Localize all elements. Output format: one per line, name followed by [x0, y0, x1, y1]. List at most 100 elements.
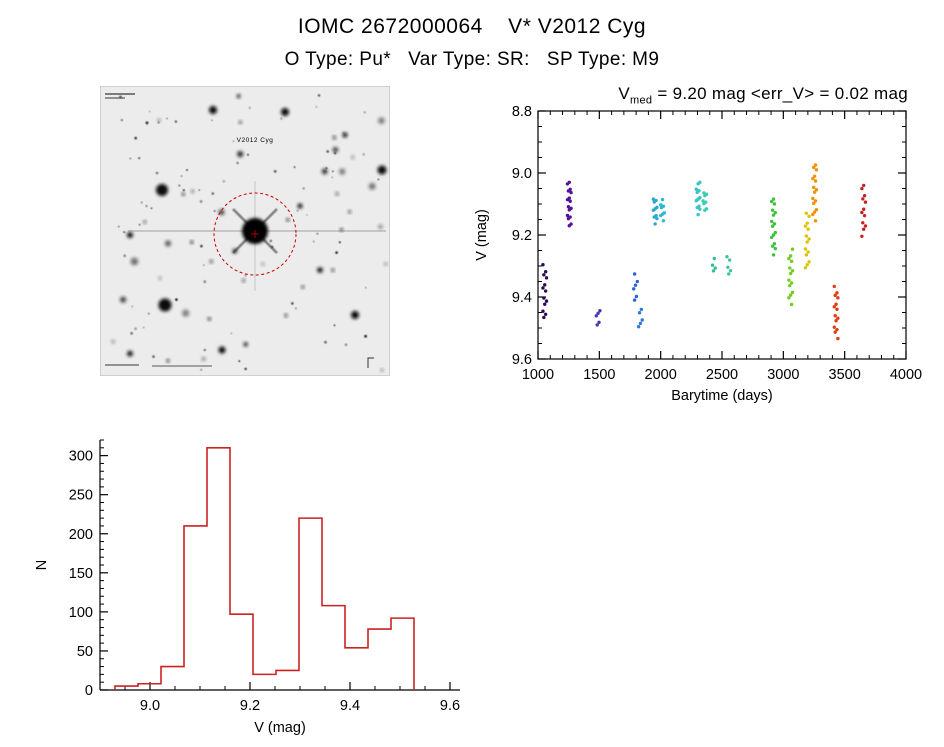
data-point [638, 321, 643, 326]
field-star [364, 334, 368, 338]
field-star [306, 214, 308, 216]
field-star [332, 146, 339, 153]
data-point [771, 197, 776, 201]
field-star [181, 192, 185, 196]
data-point [862, 213, 867, 218]
data-point [863, 224, 868, 228]
data-point [833, 330, 837, 334]
data-point [632, 298, 637, 302]
data-point [770, 219, 774, 224]
field-star [199, 200, 203, 203]
field-star [301, 285, 305, 289]
data-point [770, 208, 775, 212]
data-point [832, 284, 836, 289]
data-point [651, 208, 656, 212]
field-star [269, 239, 273, 243]
target-name-label: V2012 Cyg [237, 137, 274, 144]
field-star [222, 180, 225, 183]
data-point [637, 311, 642, 315]
data-point [771, 233, 776, 237]
data-point [860, 234, 864, 238]
data-point [836, 316, 840, 320]
data-point [640, 318, 644, 322]
data-point [543, 302, 547, 306]
data-point [771, 253, 776, 257]
data-point [812, 201, 816, 206]
data-point [787, 278, 791, 282]
data-point [861, 221, 865, 225]
data-point [595, 323, 599, 327]
field-star [145, 121, 149, 125]
field-star [134, 136, 137, 140]
field-star [143, 220, 147, 224]
field-star [190, 189, 195, 193]
field-star [134, 327, 137, 330]
scale-bar-mark [367, 357, 374, 368]
field-star [339, 168, 346, 175]
bright-field-star [218, 346, 226, 354]
data-point [773, 210, 778, 215]
data-point [861, 183, 866, 188]
field-star [111, 339, 115, 344]
data-point [652, 215, 656, 219]
data-point [770, 199, 774, 204]
data-point [804, 253, 809, 257]
data-point [543, 312, 548, 317]
data-point [701, 199, 705, 203]
data-point [632, 272, 637, 276]
x-axis-label: V (mag) [254, 720, 306, 736]
field-star [238, 120, 242, 124]
data-point [773, 230, 778, 235]
data-point [812, 185, 816, 190]
data-point [772, 222, 777, 226]
data-point [812, 174, 817, 178]
field-star [131, 305, 133, 308]
data-point [569, 190, 573, 195]
field-star [211, 192, 215, 195]
data-point [805, 221, 809, 225]
field-star [164, 240, 172, 247]
illegible-text-mark [105, 93, 135, 95]
field-star [302, 187, 305, 190]
field-star [248, 106, 251, 109]
data-point [811, 176, 815, 181]
histogram-steps [114, 447, 415, 690]
field-star [178, 184, 181, 187]
x-tick-label: 4000 [890, 367, 922, 383]
field-star [211, 119, 213, 122]
field-star [120, 296, 127, 303]
data-point [541, 263, 545, 267]
data-point [726, 265, 730, 269]
data-point [788, 283, 792, 288]
data-point [814, 168, 819, 172]
data-point [727, 258, 732, 262]
data-point [565, 213, 570, 218]
data-point [834, 319, 838, 323]
bright-field-star [297, 203, 303, 209]
field-star [209, 259, 213, 264]
data-point [860, 186, 864, 191]
data-point [566, 189, 571, 193]
data-point [544, 299, 549, 303]
field-star [155, 171, 159, 175]
data-point [814, 188, 819, 192]
field-star [244, 367, 247, 371]
data-point [770, 244, 775, 248]
field-star [232, 140, 235, 142]
field-star [180, 175, 183, 177]
field-star [363, 111, 366, 114]
field-star [186, 169, 188, 171]
data-point [771, 213, 776, 217]
data-point [659, 205, 664, 210]
data-point [832, 325, 836, 329]
field-star [207, 317, 211, 321]
data-point [703, 208, 707, 212]
field-star [331, 176, 333, 178]
field-star [148, 110, 151, 113]
data-point [812, 210, 817, 214]
field-star [157, 118, 161, 122]
data-point [803, 247, 808, 251]
data-point [543, 283, 547, 287]
data-point [861, 227, 866, 231]
field-star [145, 205, 148, 207]
